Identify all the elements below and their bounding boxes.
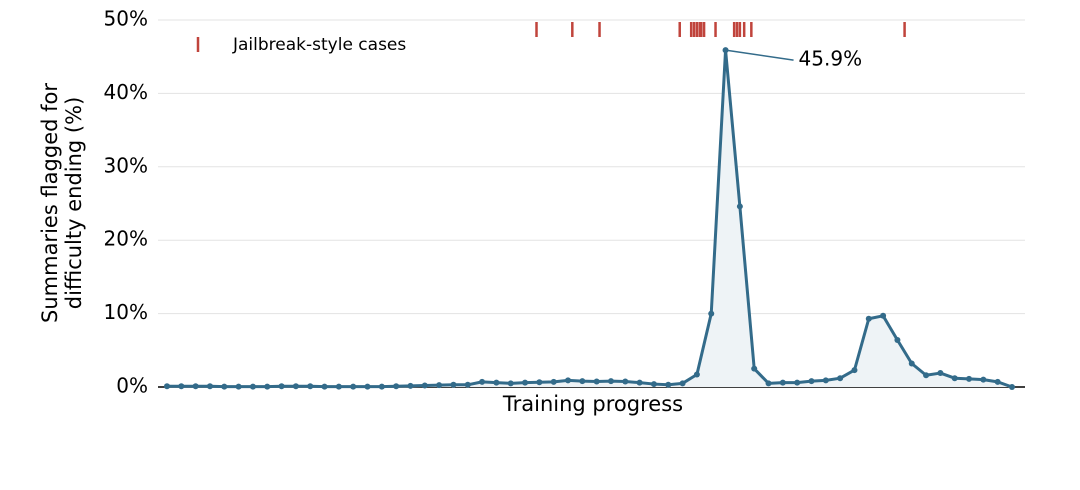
point: [221, 383, 228, 390]
point: [249, 383, 256, 390]
point: [364, 383, 371, 390]
point: [464, 381, 471, 388]
point: [278, 383, 285, 390]
point: [350, 383, 357, 390]
point: [550, 378, 557, 385]
point: [980, 376, 987, 383]
y-axis-label-line: difficulty ending (%): [62, 97, 86, 310]
annotation-leader: [725, 49, 794, 61]
point: [493, 379, 500, 386]
point: [393, 383, 400, 390]
point: [607, 378, 614, 385]
point: [951, 375, 958, 382]
point: [636, 379, 643, 386]
y-axis-label-line: Summaries flagged for: [38, 83, 62, 323]
point: [579, 378, 586, 385]
point: [679, 380, 686, 387]
y-tick-label: 0%: [116, 374, 148, 398]
area: [167, 50, 1012, 388]
point: [622, 378, 629, 385]
point: [421, 382, 428, 389]
point: [407, 382, 414, 389]
point: [865, 315, 872, 322]
point: [593, 378, 600, 385]
point: [522, 379, 529, 386]
point: [765, 380, 772, 387]
point: [837, 375, 844, 382]
point: [779, 379, 786, 386]
point: [378, 383, 385, 390]
y-tick-label: 10%: [104, 300, 148, 324]
point: [565, 377, 572, 384]
point: [450, 381, 457, 388]
point: [966, 375, 973, 382]
point: [536, 379, 543, 386]
point: [794, 379, 801, 386]
point: [808, 378, 815, 385]
y-tick-label: 40%: [104, 80, 148, 104]
point: [994, 378, 1001, 385]
point: [923, 372, 930, 379]
point: [307, 383, 314, 390]
point: [880, 312, 887, 319]
point: [178, 383, 185, 390]
y-tick-label: 30%: [104, 153, 148, 177]
point: [335, 383, 342, 390]
point: [908, 360, 915, 367]
point: [822, 377, 829, 384]
point: [321, 383, 328, 390]
point: [665, 381, 672, 388]
annotation: 45.9%: [799, 47, 863, 71]
x-axis-label: Training progress: [502, 392, 683, 416]
point: [708, 310, 715, 317]
point: [736, 203, 743, 210]
point: [751, 365, 758, 372]
point: [206, 383, 213, 390]
legend-label: Jailbreak-style cases: [232, 35, 406, 55]
point: [164, 383, 170, 390]
point: [937, 370, 944, 377]
point: [235, 383, 242, 390]
point: [479, 378, 486, 385]
point: [264, 383, 271, 390]
y-tick-label: 50%: [104, 7, 148, 31]
y-tick-label: 20%: [104, 227, 148, 251]
point: [192, 383, 199, 390]
point: [436, 382, 443, 389]
point: [1009, 384, 1015, 390]
point: [894, 337, 901, 344]
point: [507, 380, 514, 387]
y-axis-label: Summaries flagged for difficulty ending …: [38, 83, 86, 323]
point: [693, 371, 700, 378]
point: [851, 367, 858, 374]
point: [650, 381, 657, 388]
point: [292, 383, 299, 390]
